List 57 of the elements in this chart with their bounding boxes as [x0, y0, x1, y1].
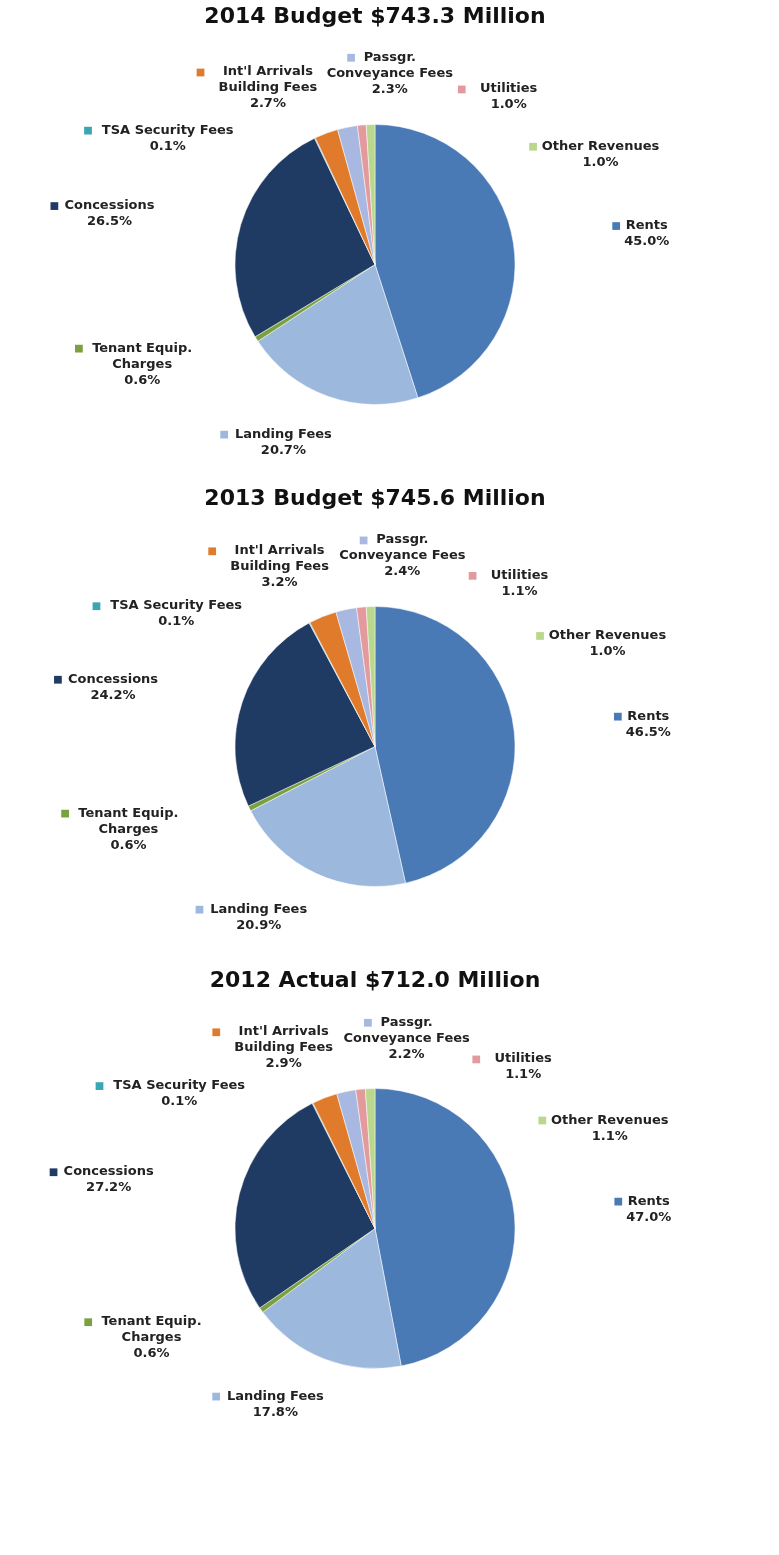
chart-title: 2012 Actual $712.0 Million	[209, 967, 541, 992]
legend-label: TSA Security Fees	[110, 597, 243, 613]
data-label: 26.5%	[86, 213, 133, 229]
chart-title: 2013 Budget $745.6 Million	[204, 485, 546, 510]
legend-label: Utilities	[490, 566, 549, 582]
chart-title: 2014 Budget $743.3 Million	[204, 3, 546, 28]
data-label: 0.6%	[124, 371, 161, 387]
data-label: 0.1%	[158, 613, 195, 629]
legend-label: Other Revenues	[541, 137, 660, 153]
data-label: 46.5%	[625, 723, 671, 739]
data-label: 17.8%	[252, 1403, 298, 1419]
data-label: 20.7%	[260, 441, 306, 457]
legend-label: Utilities	[479, 80, 538, 96]
legend-label: Tenant Equip. Charges	[92, 339, 193, 371]
legend-label: Landing Fees	[210, 900, 308, 916]
legend-label: Other Revenues	[550, 1111, 669, 1127]
legend-label: Concessions	[63, 1163, 154, 1179]
data-label: 2.3%	[371, 80, 408, 96]
legend-label: Other Revenues	[548, 626, 667, 642]
legend-label: Passgr. Conveyance Fees	[326, 48, 454, 80]
legend-label: Landing Fees	[234, 425, 333, 441]
data-label: 1.0%	[589, 642, 626, 658]
legend-label: TSA Security Fees	[113, 1077, 246, 1093]
data-label: 1.1%	[591, 1127, 628, 1143]
legend-label: Passgr. Conveyance Fees	[339, 531, 466, 563]
legend-label: Tenant Equip. Charges	[78, 804, 179, 836]
legend-label: Tenant Equip. Charges	[101, 1313, 202, 1345]
legend-label: Concessions	[64, 197, 155, 213]
legend-label: Passgr. Conveyance Fees	[343, 1013, 471, 1045]
data-label: 2.2%	[388, 1045, 425, 1061]
data-label: 24.2%	[90, 686, 136, 702]
legend-label: Rents	[627, 707, 670, 723]
legend-label: TSA Security Fees	[101, 121, 234, 137]
data-label: 2.9%	[265, 1055, 302, 1071]
data-label: 2.7%	[249, 95, 286, 111]
data-label: 20.9%	[236, 916, 282, 932]
data-label: 45.0%	[624, 233, 670, 249]
legend-label: Rents	[627, 1192, 671, 1208]
data-label: 0.1%	[161, 1093, 198, 1109]
legend-label: Int'l Arrivals Building Fees	[230, 542, 330, 574]
legend-label: Int'l Arrivals Building Fees	[218, 63, 318, 95]
data-label: 0.6%	[110, 836, 147, 852]
data-label: 27.2%	[86, 1179, 132, 1195]
data-label: 0.6%	[133, 1345, 170, 1361]
legend-label: Concessions	[67, 670, 159, 686]
data-label: 1.1%	[505, 1066, 542, 1082]
legend-label: Rents	[625, 217, 668, 233]
legend-label: Landing Fees	[226, 1387, 325, 1403]
data-label: 1.0%	[582, 153, 619, 169]
legend-label: Int'l Arrivals Building Fees	[234, 1023, 334, 1055]
data-label: 2.4%	[384, 563, 421, 579]
data-label: 0.1%	[149, 137, 186, 153]
legend-label: Utilities	[494, 1050, 553, 1066]
data-label: 47.0%	[626, 1208, 672, 1224]
data-label: 3.2%	[261, 574, 298, 590]
data-label: 1.1%	[501, 582, 538, 598]
data-label: 1.0%	[490, 96, 527, 112]
